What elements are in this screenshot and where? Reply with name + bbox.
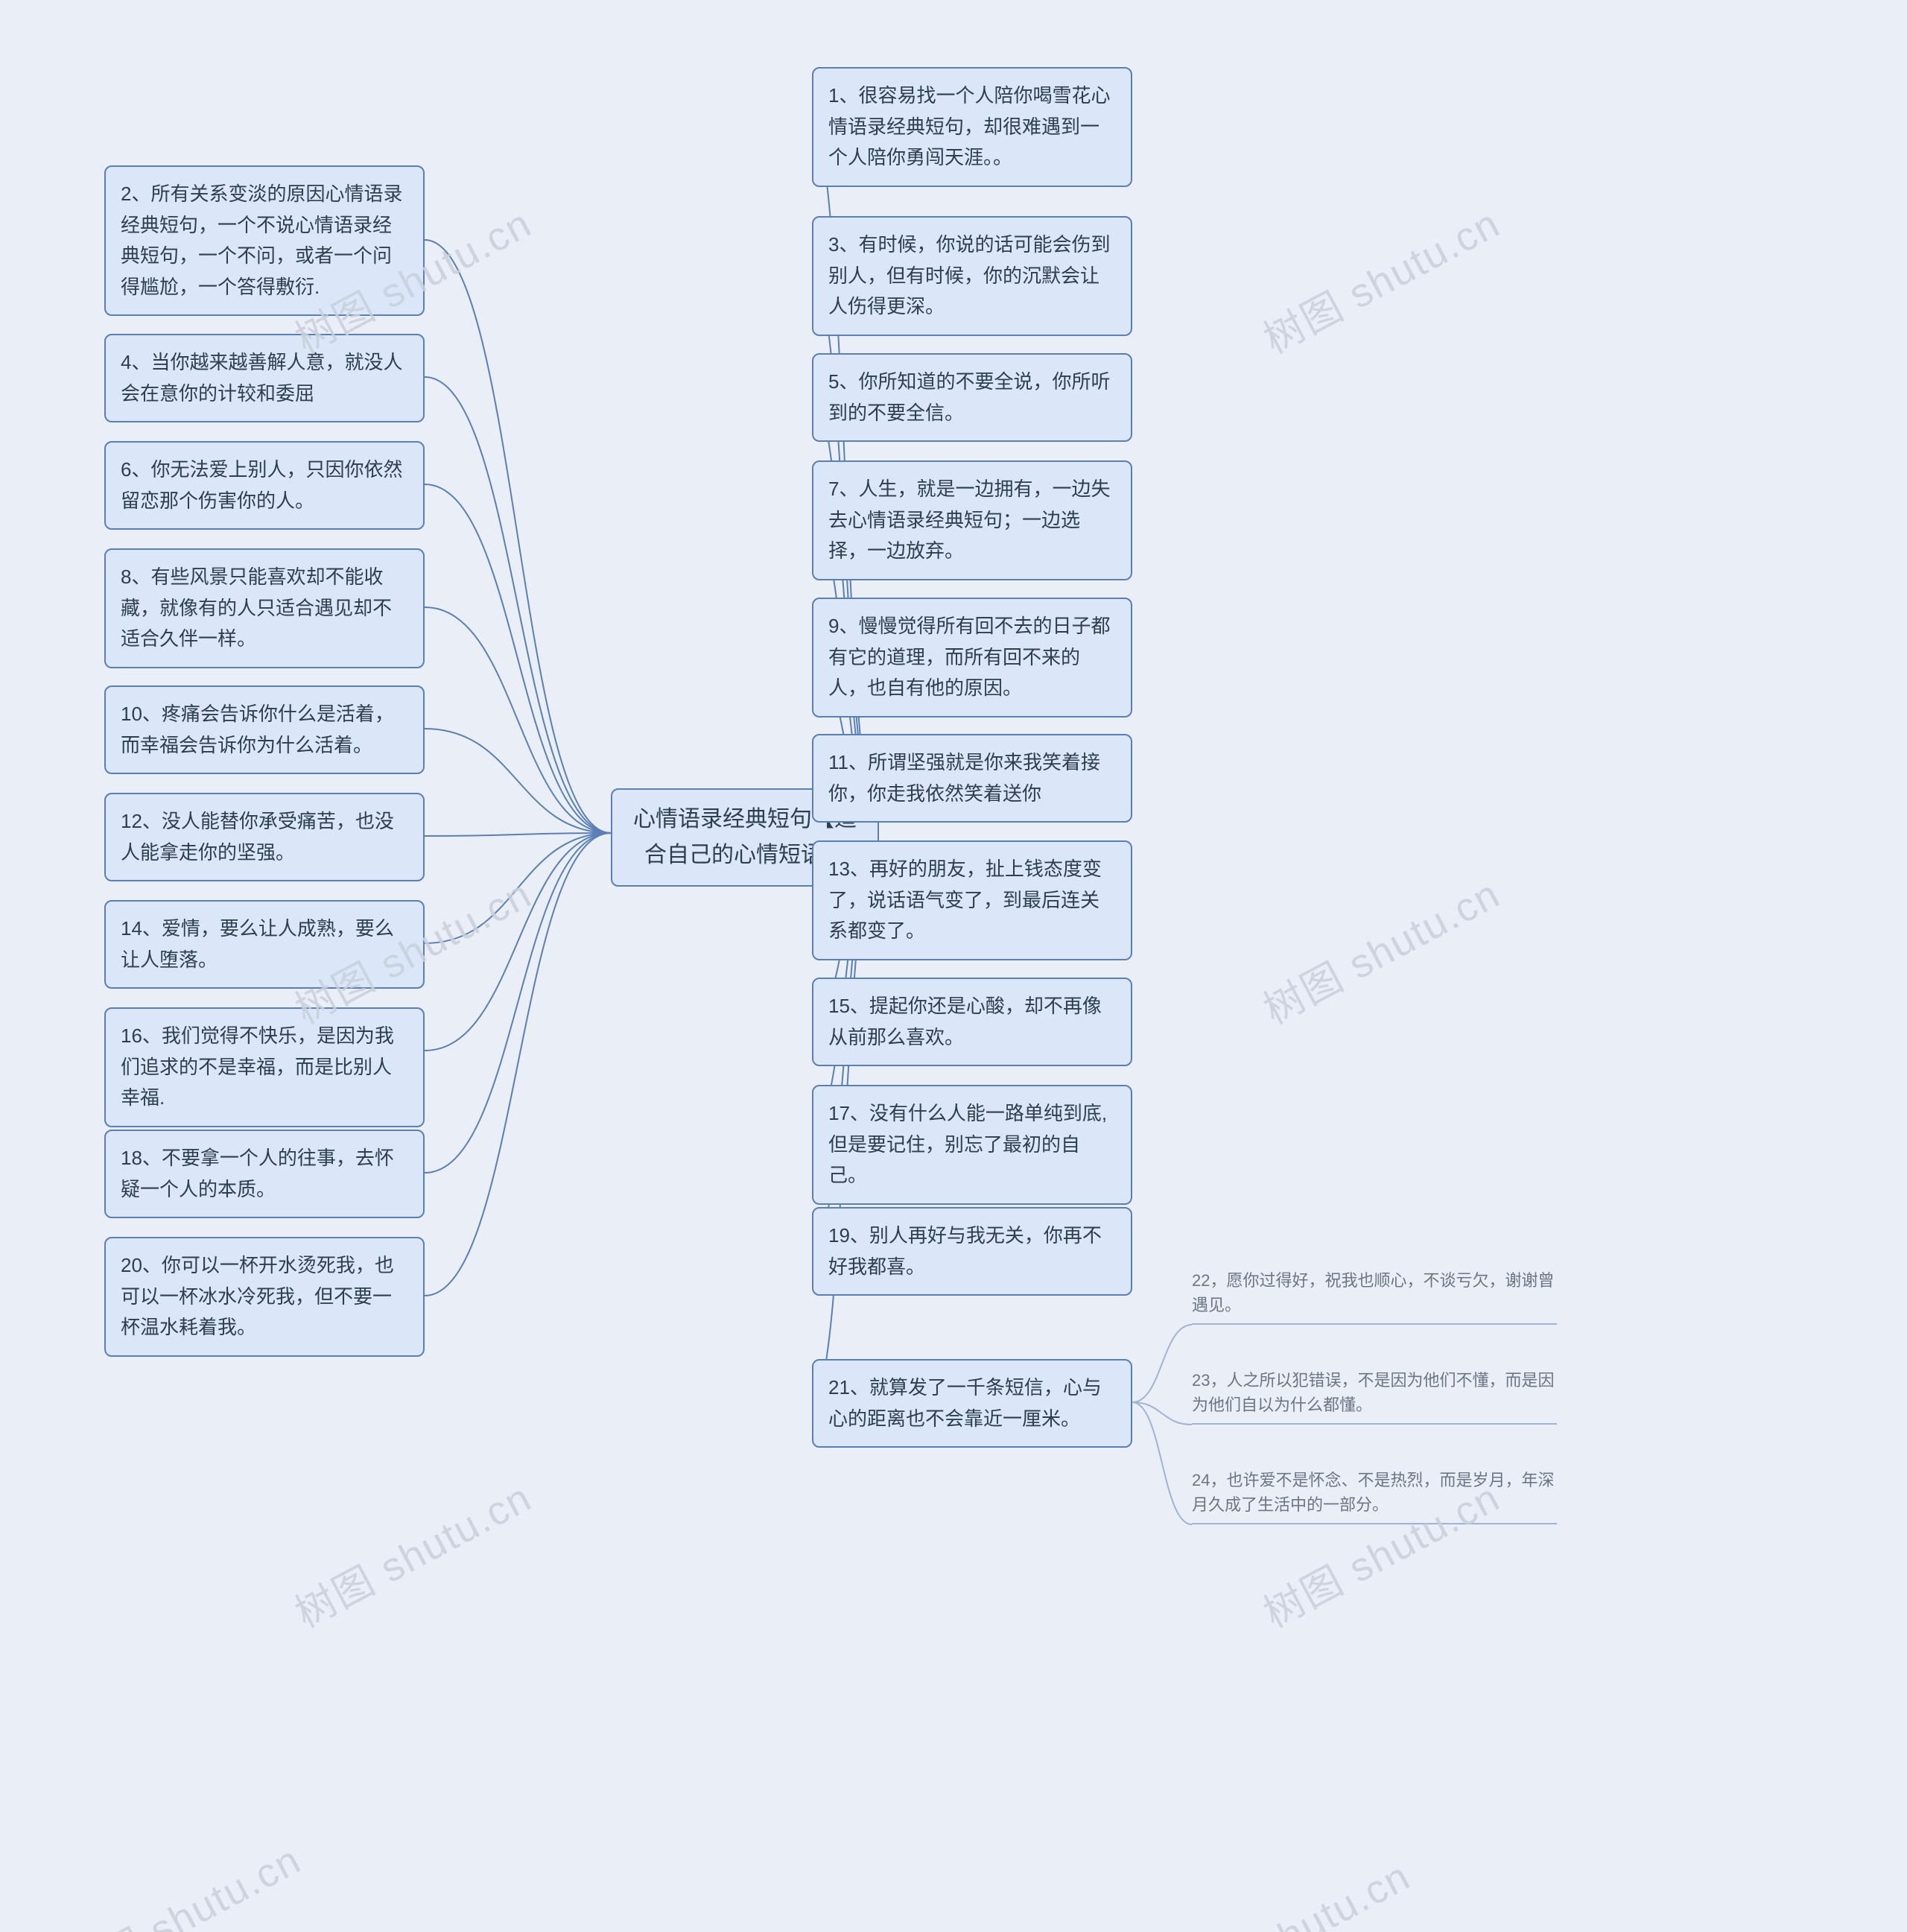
watermark: 树图 shutu.cn — [1251, 191, 1508, 365]
watermark: shutu.cn — [1251, 1853, 1418, 1932]
watermark: 树图 shutu.cn — [283, 1465, 540, 1639]
watermark: 图 shutu.cn — [89, 1827, 310, 1932]
left-node-2: 4、当你越来越善解人意，就没人会在意你的计较和委屈 — [104, 334, 425, 422]
left-node-5: 10、疼痛会告诉你什么是活着，而幸福会告诉你为什么活着。 — [104, 685, 425, 774]
left-node-7: 14、爱情，要么让人成熟，要么让人堕落。 — [104, 900, 425, 989]
right-node-9: 17、没有什么人能一路单纯到底,但是要记住，别忘了最初的自己。 — [812, 1085, 1132, 1205]
right-node-8: 15、提起你还是心酸，却不再像从前那么喜欢。 — [812, 978, 1132, 1066]
right-node-7: 13、再好的朋友，扯上钱态度变了，说话语气变了，到最后连关系都变了。 — [812, 840, 1132, 960]
right-node-2: 3、有时候，你说的话可能会伤到别人，但有时候，你的沉默会让人伤得更深。 — [812, 216, 1132, 336]
left-node-1: 2、所有关系变淡的原因心情语录经典短句，一个不说心情语录经典短句，一个不问，或者… — [104, 165, 425, 316]
sub-node-3: 24，也许爱不是怀念、不是热烈，而是岁月，年深月久成了生活中的一部分。 — [1192, 1468, 1557, 1524]
left-node-9: 18、不要拿一个人的往事，去怀疑一个人的本质。 — [104, 1130, 425, 1218]
sub-node-2: 23，人之所以犯错误，不是因为他们不懂，而是因为他们自以为什么都懂。 — [1192, 1368, 1557, 1425]
left-node-3: 6、你无法爱上别人，只因你依然留恋那个伤害你的人。 — [104, 441, 425, 530]
mindmap-canvas: 心情语录经典短句【适合自己的心情短语】2、所有关系变淡的原因心情语录经典短句，一… — [0, 0, 1907, 1932]
left-node-8: 16、我们觉得不快乐，是因为我们追求的不是幸福，而是比别人幸福. — [104, 1007, 425, 1127]
left-node-10: 20、你可以一杯开水烫死我，也可以一杯冰水冷死我，但不要一杯温水耗着我。 — [104, 1237, 425, 1357]
right-node-11: 21、就算发了一千条短信，心与心的距离也不会靠近一厘米。 — [812, 1359, 1132, 1448]
left-node-4: 8、有些风景只能喜欢却不能收藏，就像有的人只适合遇见却不适合久伴一样。 — [104, 548, 425, 668]
left-node-6: 12、没人能替你承受痛苦，也没人能拿走你的坚强。 — [104, 793, 425, 881]
right-node-1: 1、很容易找一个人陪你喝雪花心情语录经典短句，却很难遇到一个人陪你勇闯天涯。。 — [812, 67, 1132, 187]
sub-node-1: 22，愿你过得好，祝我也顺心，不谈亏欠，谢谢曾遇见。 — [1192, 1268, 1557, 1325]
right-node-6: 11、所谓坚强就是你来我笑着接你，你走我依然笑着送你 — [812, 734, 1132, 823]
right-node-4: 7、人生，就是一边拥有，一边失去心情语录经典短句；一边选择，一边放弃。 — [812, 460, 1132, 580]
right-node-3: 5、你所知道的不要全说，你所听到的不要全信。 — [812, 353, 1132, 442]
watermark: 树图 shutu.cn — [1251, 861, 1508, 1036]
right-node-5: 9、慢慢觉得所有回不去的日子都有它的道理，而所有回不来的人，也自有他的原因。 — [812, 598, 1132, 718]
right-node-10: 19、别人再好与我无关，你再不好我都喜。 — [812, 1207, 1132, 1296]
